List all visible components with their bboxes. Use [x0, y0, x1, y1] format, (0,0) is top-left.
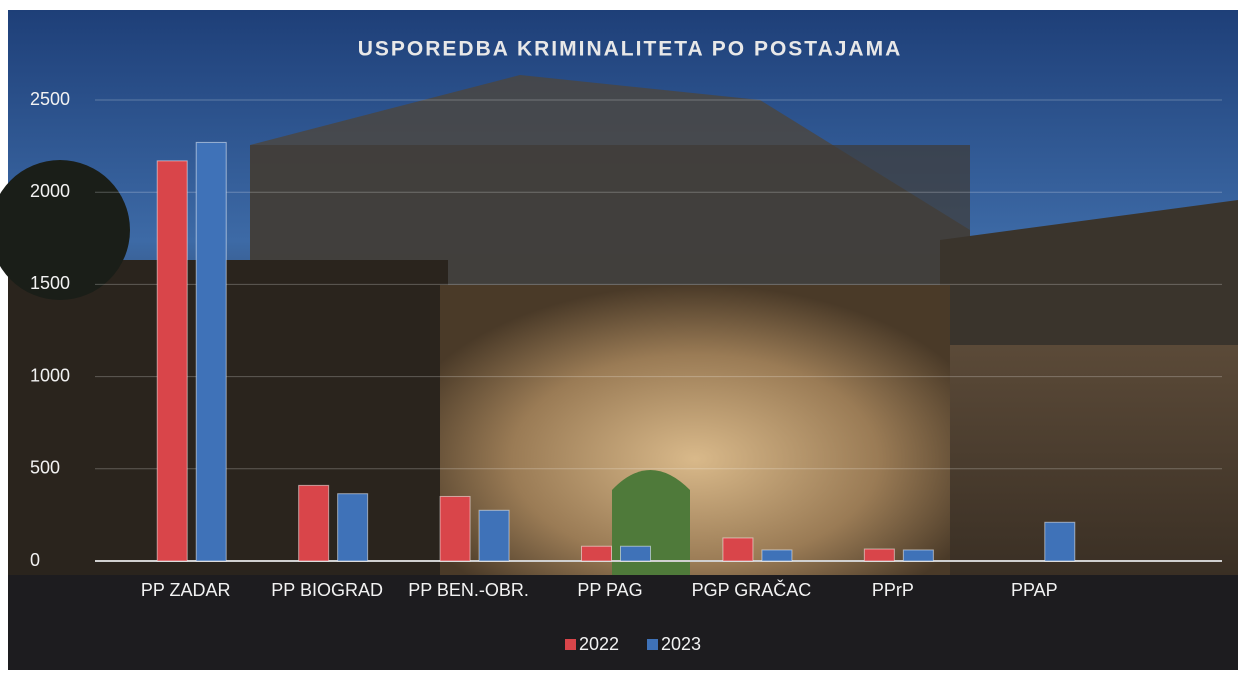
y-tick-label: 1000	[30, 365, 70, 385]
x-tick-label: PGP GRAČAC	[692, 579, 812, 600]
x-tick-label: PPrP	[872, 580, 914, 600]
x-tick-label: PP BIOGRAD	[271, 580, 383, 600]
chart-title: USPOREDBA KRIMINALITETA PO POSTAJAMA	[358, 38, 903, 61]
legend-swatch	[647, 639, 658, 650]
bar	[337, 493, 369, 562]
bar	[620, 545, 651, 562]
x-tick-label: PPAP	[1011, 580, 1058, 600]
y-tick-label: 2000	[30, 181, 70, 201]
bar	[195, 141, 227, 562]
background-photo	[0, 10, 1238, 670]
bar	[761, 549, 793, 562]
legend-swatch	[565, 639, 576, 650]
bar	[1044, 521, 1076, 562]
y-tick-label: 500	[30, 458, 60, 478]
bar	[156, 160, 188, 562]
legend-label: 2022	[579, 634, 619, 654]
bar	[863, 548, 895, 562]
bar	[478, 509, 510, 562]
bar	[902, 549, 934, 562]
y-tick-label: 0	[30, 550, 40, 570]
bar	[722, 537, 754, 562]
y-tick-label: 1500	[30, 273, 70, 293]
x-tick-label: PP PAG	[577, 580, 642, 600]
x-tick-label: PP ZADAR	[141, 580, 231, 600]
legend-label: 2023	[661, 634, 701, 654]
bar	[439, 495, 471, 562]
y-tick-label: 2500	[30, 89, 70, 109]
x-tick-label: PP BEN.-OBR.	[408, 580, 529, 600]
bar	[298, 484, 330, 562]
bar	[581, 545, 612, 562]
